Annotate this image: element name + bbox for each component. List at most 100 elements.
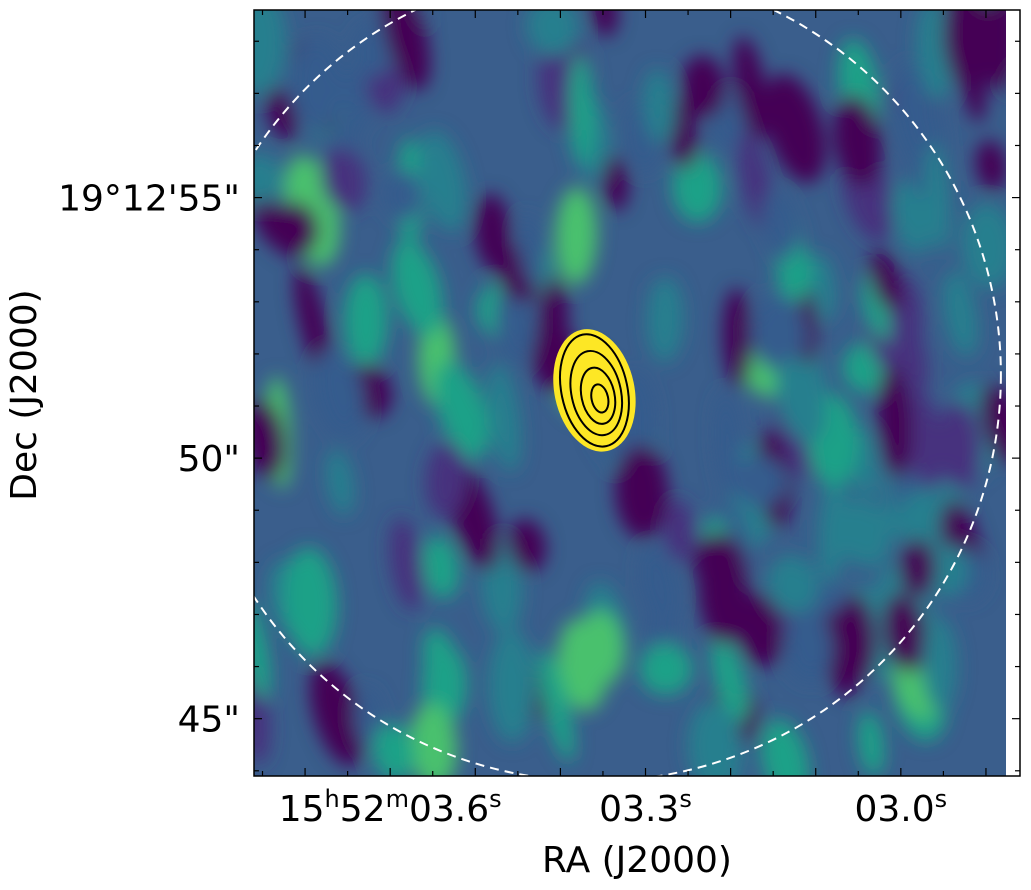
noise-blob [342,66,369,134]
noise-blob [764,73,826,184]
noise-blob [254,600,271,700]
y-tick-label: 45" [178,700,240,741]
noise-blob [924,142,951,252]
noise-blob [671,151,723,223]
contour-level [559,333,630,448]
noise-blob [354,687,383,751]
noise-blob [638,545,679,626]
noise-blob [980,384,1006,465]
noise-blob [383,169,422,221]
noise-blob [487,629,536,743]
noise-blob [975,140,1006,191]
noise-blob [602,156,629,211]
noise-blob [710,633,749,723]
noise-blob [268,201,320,258]
noise-blob [922,617,958,712]
noise-blob [783,610,833,683]
x-tick-labels: 15h52m03.6s 03.3s 03.0s [279,785,947,830]
noise-blob [810,253,837,322]
noise-blob [343,273,389,368]
noise-blob [857,710,885,776]
noise-blob [869,249,903,312]
noise-blob [889,304,929,393]
noise-field [254,10,1006,776]
noise-blob [762,190,800,264]
noise-blob [937,401,982,489]
noise-blob [569,54,595,165]
noise-blob [418,130,468,232]
noise-blob [733,36,769,140]
noise-blob [294,265,331,379]
source-peak [553,329,636,452]
y-axis-label: Dec (J2000) [4,289,45,500]
y-tick-label: 50" [178,439,240,480]
noise-blob [643,69,676,144]
noise-blob [833,95,882,187]
noise-blob [883,593,927,673]
noise-blob [538,649,575,762]
primary-beam-circle [254,10,1002,776]
noise-blob [692,533,746,593]
noise-blob [766,554,819,615]
noise-blob [266,88,298,141]
right-margin [1006,10,1020,776]
noise-blob [421,535,460,600]
noise-blob [669,98,698,169]
noise-blob [486,362,522,472]
noise-blob [313,348,365,440]
noise-blob [681,55,726,119]
noise-blob [961,202,1006,290]
noise-blob [389,517,424,610]
noise-blob [254,153,282,204]
contour-level [579,366,617,425]
noise-blob [893,61,930,162]
noise-blob [590,10,619,37]
noise-blob [579,609,625,686]
noise-blob [837,595,876,682]
noise-blob [943,10,996,93]
noise-blob [390,240,444,336]
noise-blob [818,472,849,584]
noise-blob [352,23,389,78]
noise-blob [899,539,936,598]
noise-blob [750,293,807,372]
x-axis-label: RA (J2000) [542,840,732,881]
noise-blob [639,643,693,696]
noise-blob [290,37,345,131]
noise-blob [425,441,467,519]
noise-blob [775,356,826,444]
noise-blob [555,187,598,285]
noise-blob [410,702,458,776]
axes-frame [253,9,1021,777]
noise-blob [836,499,893,568]
noise-blob [663,499,695,562]
noise-blob [283,547,338,657]
source [553,329,636,452]
map-image [254,10,1006,776]
noise-blob [518,214,546,289]
noise-blob [734,592,784,667]
noise-blob [890,180,932,254]
noise-blob [381,10,431,91]
noise-blob [309,661,365,767]
noise-blob [722,287,753,388]
noise-blob [320,147,367,212]
noise-blob [897,489,949,557]
y-tick-labels: 19°12'55" 50" 45" [58,179,240,741]
x-tick-label: 15h52m03.6s [279,785,502,830]
noise-blob [372,722,415,776]
noise-blob [474,193,511,271]
noise-blob [877,365,913,479]
noise-blob [615,444,669,539]
noise-blob [985,10,1006,92]
noise-blob [788,245,813,296]
noise-blob [735,456,787,507]
x-tick-label: 03.0s [855,785,948,830]
noise-blob [646,276,684,363]
x-tick-label: 03.3s [599,785,692,830]
noise-blob [325,449,355,516]
noise-blob [687,701,743,776]
noise-blob [508,519,547,572]
noise-blob [942,270,979,358]
